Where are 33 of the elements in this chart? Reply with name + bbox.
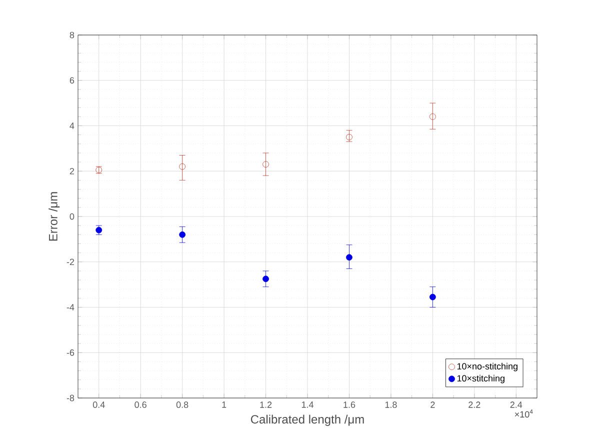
- point: [346, 254, 352, 261]
- point: [179, 163, 186, 170]
- y-tick-label: -8: [66, 394, 74, 402]
- y-tick-label: -6: [66, 349, 74, 356]
- y-tick-label: 4: [70, 122, 74, 129]
- legend-label: 10×no-stitching: [457, 362, 518, 372]
- y-tick-label: 0: [70, 213, 74, 220]
- x-tick-label: 2: [430, 402, 435, 408]
- x-tick-label: 0.8: [176, 402, 188, 408]
- y-tick-label: 6: [70, 77, 74, 84]
- y-tick-label: -2: [66, 258, 74, 266]
- y-axis-title: Error /μm: [48, 192, 60, 241]
- point: [429, 294, 436, 300]
- point: [262, 161, 269, 168]
- x-axis-title: Calibrated length /μm: [250, 414, 364, 426]
- x-tick-label: 0.6: [134, 402, 146, 408]
- x-tick-label: 1.6: [344, 402, 356, 408]
- x-tick-label: 1: [222, 402, 226, 408]
- y-tick-label: -4: [66, 304, 74, 310]
- x-tick-label: 2.4: [510, 402, 522, 408]
- y-tick-label: 2: [70, 168, 74, 174]
- point: [179, 231, 186, 238]
- legend-label: 10×stitching: [457, 374, 504, 384]
- point: [346, 134, 352, 140]
- point: [262, 276, 269, 282]
- point: [429, 113, 436, 120]
- y-tick-label: 8: [70, 32, 74, 38]
- x-tick-label: 2.2: [468, 402, 480, 408]
- x-tick-label: 0.4: [92, 402, 105, 408]
- x-tick-label: 1.2: [260, 402, 272, 408]
- x-tick-label: 1.4: [302, 402, 314, 408]
- x-tick-label: 1.8: [385, 402, 397, 408]
- text: ×10$^{4}$: [514, 410, 533, 418]
